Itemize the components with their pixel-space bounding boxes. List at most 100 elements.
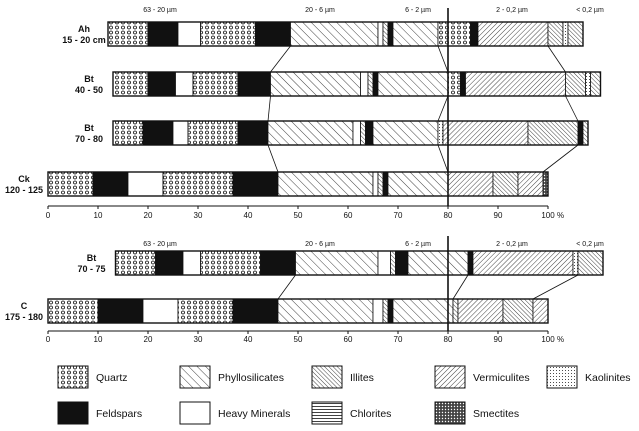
- bar-segment-feldspars: [97, 298, 144, 324]
- x-tick-label: 30: [194, 211, 203, 220]
- bar-segment-quartz: [112, 120, 144, 146]
- legend-label-smectites: Smectites: [473, 408, 519, 420]
- bar-segment-quartz: [47, 298, 99, 324]
- x-tick-label: 100: [541, 335, 555, 344]
- connector-line: [437, 144, 449, 173]
- bar-segment-feldspars: [142, 120, 174, 146]
- grain-size-label: < 0,2 µm: [576, 7, 604, 14]
- bar-segment-illites: [547, 21, 564, 47]
- bar-segment-illites: [360, 120, 366, 146]
- bar-segment-phyllo: [277, 298, 374, 324]
- bar-segment-vermiculites: [532, 298, 549, 324]
- bar-outline: [47, 171, 549, 197]
- x-tick-label: 40: [244, 335, 253, 344]
- x-tick-label: 50: [294, 335, 303, 344]
- bar-segment-kaolinites: [572, 250, 579, 276]
- bar-segment-heavy: [352, 120, 361, 146]
- bar-segment-quartz: [115, 250, 156, 276]
- bar-segment-illites: [577, 250, 604, 276]
- bar-segment-feldspars: [92, 171, 129, 197]
- x-tick-label: 80: [444, 335, 453, 344]
- legend-label-vermiculites: Vermiculites: [473, 372, 530, 384]
- bar-segment-illites: [502, 298, 534, 324]
- x-tick-label: 60: [344, 211, 353, 220]
- horizon-depth: 40 - 50: [75, 85, 103, 95]
- grain-size-label: 20 - 6 µm: [305, 241, 335, 248]
- x-unit-label: %: [557, 211, 564, 220]
- legend-swatch-feldspars: [57, 401, 89, 425]
- legend-swatch-phyllo: [179, 365, 211, 389]
- x-tick-label: 90: [494, 211, 503, 220]
- horizon-name: Ck: [18, 174, 30, 184]
- bar-segment-phyllo: [372, 120, 439, 146]
- grain-size-label: 2 - 0,2 µm: [496, 241, 528, 248]
- bar-segment-phyllo: [267, 120, 354, 146]
- x-tick-label: 70: [394, 335, 403, 344]
- bar-segment-quartz: [187, 120, 239, 146]
- bar-segment-vermiculites: [442, 120, 529, 146]
- bar-segment-illites: [382, 21, 389, 47]
- bar-segment-heavy: [182, 250, 201, 276]
- bar-segment-feldspars: [232, 298, 279, 324]
- connector-line: [452, 274, 469, 300]
- bar-segment-feldspars: [147, 21, 179, 47]
- connector-line: [542, 144, 579, 173]
- horizon-name: Bt: [87, 253, 97, 263]
- bar-segment-quartz: [112, 71, 149, 97]
- bar-outline: [47, 298, 549, 324]
- bar-segment-phyllo: [290, 21, 379, 47]
- grain-size-label: 6 - 2 µm: [405, 7, 431, 14]
- bar-segment-quartz: [192, 71, 239, 97]
- legend-swatch-heavy: [179, 401, 211, 425]
- legend-swatch-smectites: [434, 401, 466, 425]
- legend-swatch-illites: [311, 365, 343, 389]
- bar-segment-phyllo: [387, 171, 449, 197]
- legend-swatch-kaolinites: [546, 365, 578, 389]
- bar-segment-phyllo: [392, 298, 454, 324]
- legend-swatch-vermiculites: [434, 365, 466, 389]
- x-tick-label: 60: [344, 335, 353, 344]
- legend-swatch-quartz: [57, 365, 89, 389]
- x-tick-label: 50: [294, 211, 303, 220]
- bar-outline: [112, 71, 602, 97]
- legend-label-feldspars: Feldspars: [96, 408, 142, 420]
- x-tick-label: 30: [194, 335, 203, 344]
- bar-segment-heavy: [175, 71, 194, 97]
- bar-segment-quartz: [200, 21, 256, 47]
- legend-label-illites: Illites: [350, 372, 374, 384]
- bar-segment-illites: [452, 298, 459, 324]
- grain-size-label: 63 - 20 µm: [143, 7, 177, 14]
- bar-segment-heavy: [360, 71, 369, 97]
- x-tick-label: 100: [541, 211, 555, 220]
- legend-label-chlorites: Chlorites: [350, 408, 391, 420]
- grain-size-label: 6 - 2 µm: [405, 241, 431, 248]
- bar-segment-phyllo: [270, 71, 361, 97]
- grain-size-headers: 63 - 20 µm 20 - 6 µm 6 - 2 µm 2 - 0,2 µm < 0…: [143, 7, 604, 248]
- bar-segment-illites: [527, 120, 579, 146]
- bar-segment-quartz: [162, 171, 234, 197]
- connector-line: [270, 45, 291, 73]
- bar-segment-heavy: [177, 21, 201, 47]
- bar-segment-feldspars: [365, 120, 374, 146]
- x-tick-label: 10: [94, 335, 103, 344]
- bar-segment-heavy: [377, 250, 391, 276]
- horizon-depth: 70 - 80: [75, 134, 103, 144]
- bar-outline: [107, 21, 584, 47]
- bar-segment-illites: [492, 171, 519, 197]
- legend-label-heavy: Heavy Minerals: [218, 408, 290, 420]
- bar-segment-feldspars: [372, 71, 379, 97]
- bar-segment-quartz: [200, 250, 261, 276]
- bar-segment-illites: [382, 298, 389, 324]
- bar-segment-vermiculites: [465, 71, 566, 97]
- bar-segment-phyllo: [277, 171, 374, 197]
- bar-segment-phyllo: [407, 250, 469, 276]
- bar-outline: [114, 250, 604, 276]
- bar-segment-illites: [590, 71, 601, 97]
- connector-line: [267, 95, 271, 122]
- grain-size-label: 20 - 6 µm: [305, 7, 335, 14]
- horizon-depth: 70 - 75: [77, 264, 105, 274]
- legend-label-phyllo: Phyllosilicates: [218, 372, 284, 384]
- grain-size-label: 2 - 0,2 µm: [496, 7, 528, 14]
- x-unit-label: %: [557, 335, 564, 344]
